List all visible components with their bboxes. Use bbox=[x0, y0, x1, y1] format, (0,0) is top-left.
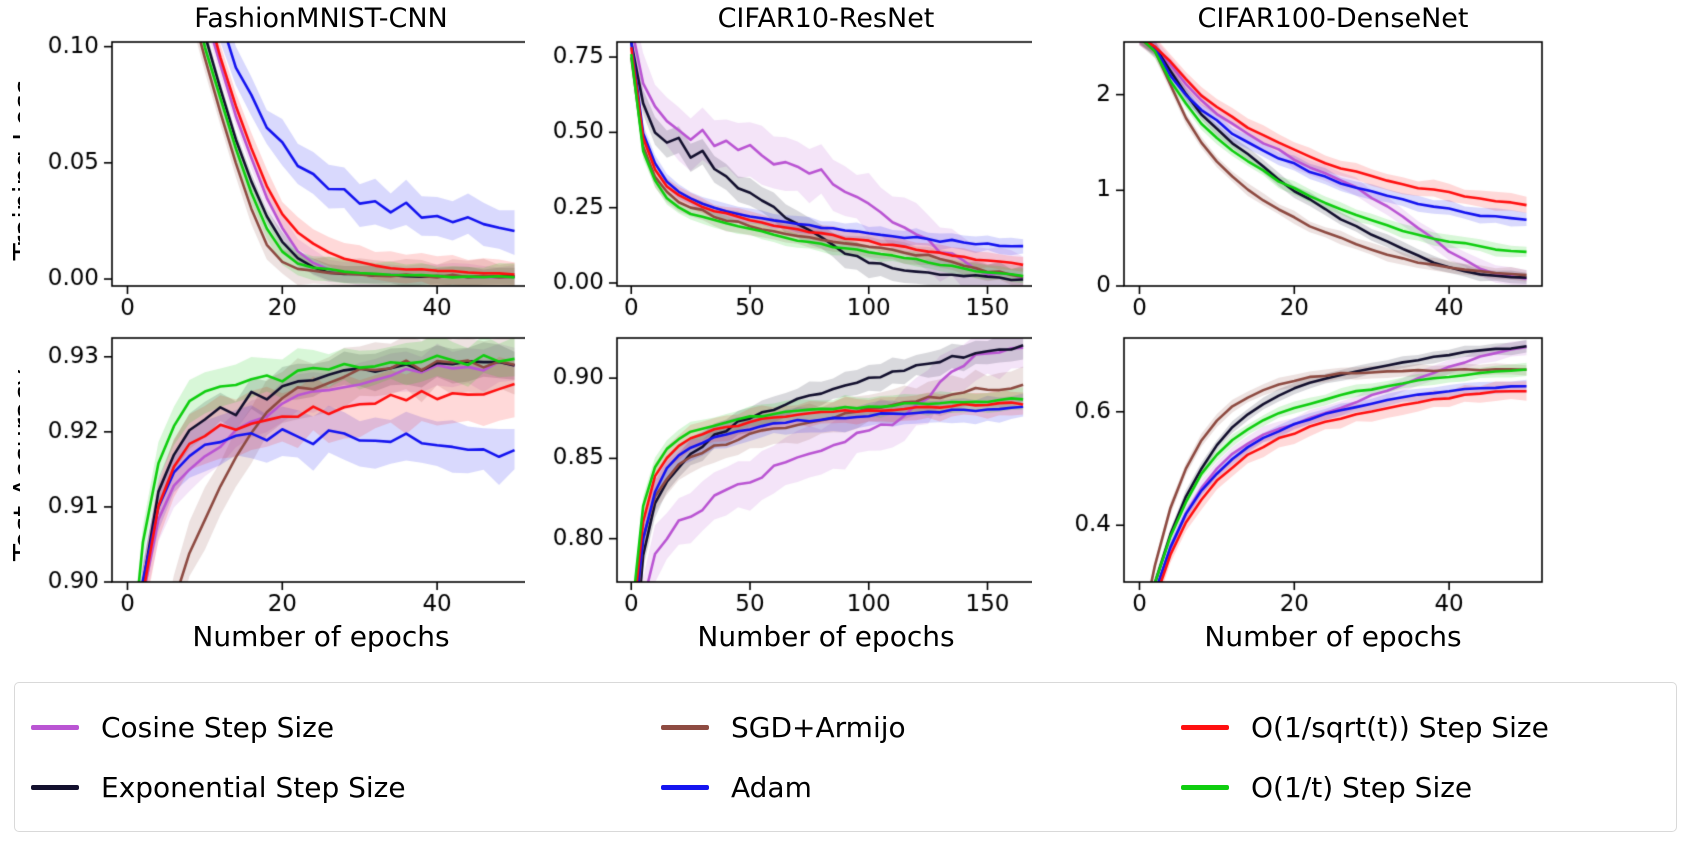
xlabel-cifar100: Number of epochs bbox=[1204, 620, 1462, 653]
plot-cifar100-test-accuracy bbox=[1032, 330, 1552, 620]
adam-line-swatch bbox=[661, 784, 709, 790]
legend-column-1: Cosine Step Size Exponential Step Size bbox=[31, 697, 661, 817]
legend-entry-inv-t: O(1/t) Step Size bbox=[1181, 765, 1660, 809]
legend-label-armijo: SGD+Armijo bbox=[731, 710, 906, 744]
plot-title-cifar100: CIFAR100-DenseNet bbox=[1197, 3, 1469, 34]
legend-label-cosine: Cosine Step Size bbox=[101, 710, 335, 744]
inv-t-line-swatch bbox=[1181, 784, 1229, 790]
legend-entry-sqrt: O(1/sqrt(t)) Step Size bbox=[1181, 705, 1660, 749]
xlabel-fashionmnist: Number of epochs bbox=[192, 620, 450, 653]
plot-cifar10-training-loss bbox=[525, 34, 1045, 324]
cosine-line-swatch bbox=[31, 724, 79, 730]
sqrt-line-swatch bbox=[1181, 724, 1229, 730]
legend-entry-adam: Adam bbox=[661, 765, 1181, 809]
plot-cifar10-test-accuracy bbox=[525, 330, 1045, 620]
legend-column-2: SGD+Armijo Adam bbox=[661, 697, 1181, 817]
plot-title-cifar10: CIFAR10-ResNet bbox=[717, 3, 935, 34]
legend-label-exponential: Exponential Step Size bbox=[101, 770, 406, 804]
legend-entry-armijo: SGD+Armijo bbox=[661, 705, 1181, 749]
legend-label-sqrt: O(1/sqrt(t)) Step Size bbox=[1251, 710, 1549, 744]
exponential-line-swatch bbox=[31, 784, 79, 790]
plot-title-fashionmnist: FashionMNIST-CNN bbox=[194, 3, 448, 34]
legend-label-adam: Adam bbox=[731, 770, 812, 804]
plot-fashionmnist-training-loss bbox=[20, 34, 540, 324]
legend: Cosine Step Size Exponential Step Size S… bbox=[14, 682, 1677, 832]
legend-entry-exponential: Exponential Step Size bbox=[31, 765, 661, 809]
xlabel-cifar10: Number of epochs bbox=[697, 620, 955, 653]
armijo-line-swatch bbox=[661, 724, 709, 730]
legend-entry-cosine: Cosine Step Size bbox=[31, 705, 661, 749]
plot-cifar100-training-loss bbox=[1032, 34, 1552, 324]
plot-fashionmnist-test-accuracy bbox=[20, 330, 540, 620]
legend-column-3: O(1/sqrt(t)) Step Size O(1/t) Step Size bbox=[1181, 697, 1660, 817]
legend-label-inv-t: O(1/t) Step Size bbox=[1251, 770, 1473, 804]
